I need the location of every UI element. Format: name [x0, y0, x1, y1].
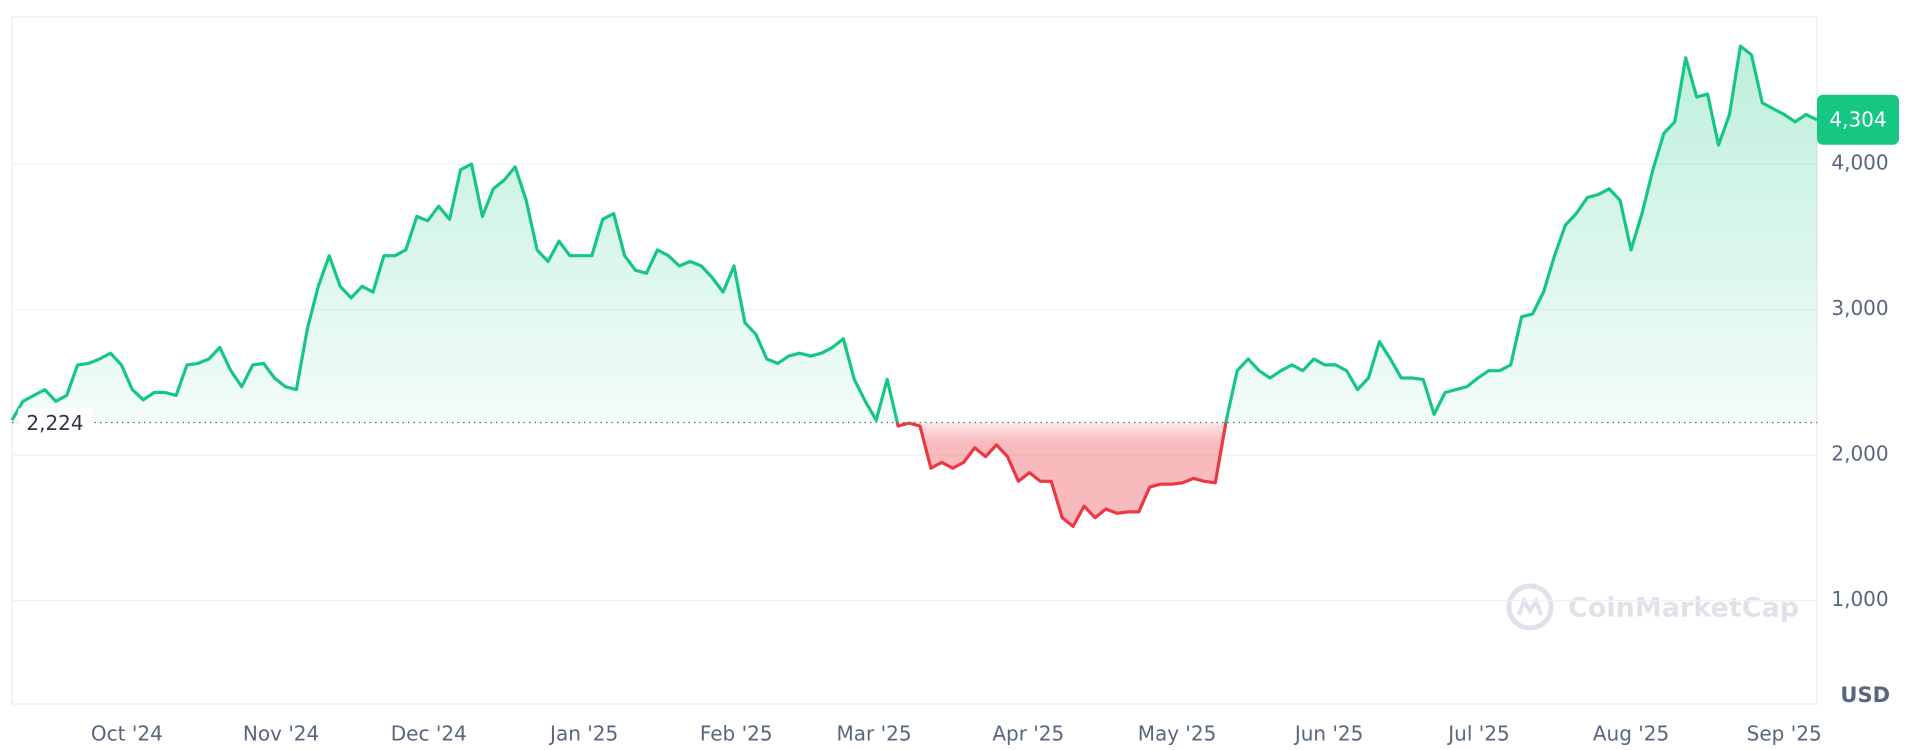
x-tick-label: Nov '24	[243, 722, 319, 746]
y-tick-label: 1,000	[1831, 587, 1888, 611]
watermark: CoinMarketCap	[1506, 583, 1799, 631]
x-tick-label: Jan '25	[548, 722, 618, 746]
x-tick-label: Jun '25	[1293, 722, 1364, 746]
x-tick-label: Aug '25	[1593, 722, 1669, 746]
area	[12, 46, 1817, 527]
y-tick-label: 3,000	[1831, 296, 1888, 320]
baseline-label-box	[18, 407, 92, 438]
x-tick-label: May '25	[1138, 722, 1217, 746]
currency-label: USD	[1840, 683, 1890, 707]
x-tick-label: Dec '24	[391, 722, 467, 746]
x-tick-label: Sep '25	[1747, 722, 1822, 746]
x-tick-label: Jul '25	[1446, 722, 1509, 746]
x-tick-label: Oct '24	[91, 722, 163, 746]
y-tick-label: 2,000	[1831, 442, 1888, 466]
price-line	[10, 44, 1818, 528]
y-tick-label: 4,000	[1831, 151, 1888, 175]
x-tick-label: Apr '25	[992, 722, 1064, 746]
x-tick-label: Mar '25	[837, 722, 912, 746]
watermark-text: CoinMarketCap	[1568, 593, 1799, 624]
baseline-label: 2,224	[26, 411, 83, 435]
x-tick-label: Feb '25	[700, 722, 773, 746]
current-price-label: 4,304	[1829, 107, 1886, 131]
current-price-badge	[1817, 94, 1899, 145]
